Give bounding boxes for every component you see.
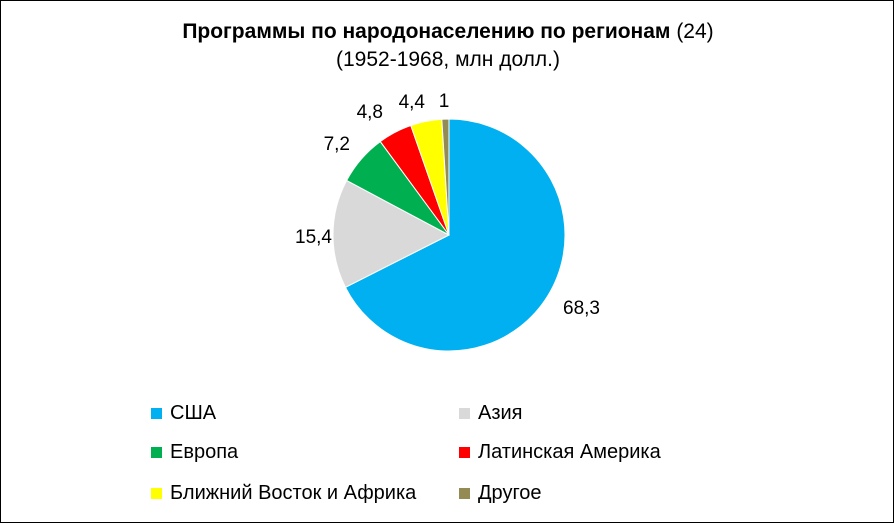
- data-label: 4,4: [399, 92, 426, 113]
- legend-label: Латинская Америка: [478, 440, 661, 463]
- pie-slice: [332, 179, 451, 288]
- pie-slice: [344, 118, 566, 352]
- legend-swatch: [151, 407, 162, 419]
- legend-label: Азия: [478, 401, 523, 424]
- data-label: 68,3: [563, 298, 600, 319]
- legend-item: Латинская Америка: [459, 440, 661, 464]
- legend-swatch: [151, 487, 162, 499]
- legend-swatch: [459, 407, 470, 419]
- legend-item: Азия: [459, 401, 523, 425]
- legend-label: Ближний Восток и Африка: [170, 481, 417, 504]
- chart-title-main: Программы по народонаселению по регионам: [182, 20, 671, 43]
- chart-title-suffix: (24): [676, 20, 714, 43]
- legend-swatch: [459, 446, 470, 458]
- data-label: 1: [439, 91, 450, 112]
- legend-item: Другое: [459, 481, 542, 505]
- legend-label: Европа: [170, 440, 239, 463]
- chart-subtitle: (1952-1968, млн долл.): [335, 48, 561, 71]
- legend-label: Другое: [478, 481, 542, 504]
- legend-swatch: [459, 487, 470, 499]
- legend-item: США: [151, 401, 216, 425]
- legend-item: Ближний Восток и Африка: [151, 481, 416, 505]
- data-label: 15,4: [295, 227, 332, 248]
- data-label: 4,8: [357, 102, 383, 123]
- pie-slice: [441, 118, 450, 236]
- legend-swatch: [151, 446, 162, 458]
- legend-label: США: [170, 401, 217, 424]
- chart-title: Программы по народонаселению по регионам…: [1, 20, 894, 44]
- legend-item: Европа: [151, 440, 238, 464]
- data-label: 7,2: [324, 134, 350, 155]
